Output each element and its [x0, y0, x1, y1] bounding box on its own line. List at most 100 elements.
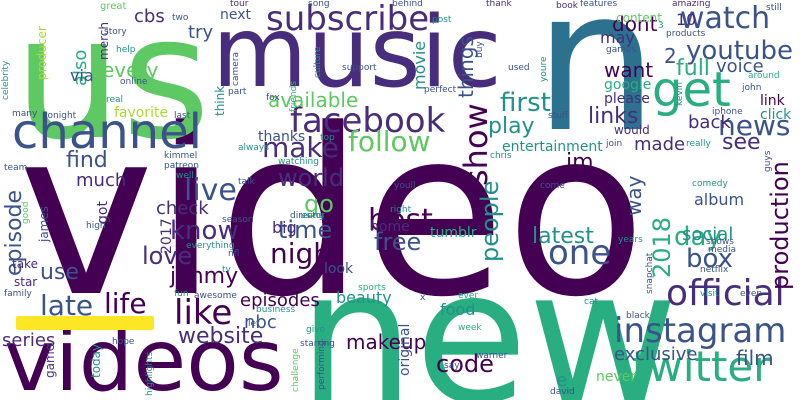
- word-look: look: [324, 261, 354, 277]
- word-perfect: perfect: [424, 85, 457, 95]
- word-know: know: [170, 216, 239, 246]
- word-box: box: [686, 244, 733, 274]
- word-cat: cat: [584, 297, 598, 307]
- word-best: best: [368, 203, 433, 238]
- word-social: social: [682, 224, 734, 245]
- word-code: code: [436, 350, 494, 378]
- word-right: right: [390, 205, 412, 215]
- word-makeup: makeup: [346, 330, 427, 354]
- word-even: even: [740, 289, 763, 299]
- word-via: via: [70, 66, 94, 85]
- word-great: great: [100, 1, 127, 12]
- word-games: games: [606, 45, 637, 55]
- word-director: director: [290, 211, 325, 221]
- word-exclusive: exclusive: [614, 344, 698, 365]
- word-full: full: [676, 56, 710, 81]
- word-starring: starring: [300, 339, 335, 349]
- word-time: time: [278, 216, 333, 244]
- word-well: well: [176, 171, 194, 181]
- word-movie: movie: [410, 40, 429, 90]
- word-every: every: [102, 58, 159, 82]
- word-james: james: [37, 205, 51, 242]
- word-ever: ever: [458, 291, 479, 301]
- word-kimmel: kimmel: [164, 151, 198, 161]
- word-kevin: kevin: [675, 82, 685, 106]
- word-get: get: [652, 62, 731, 118]
- word-around: around: [748, 71, 780, 81]
- word-producer: producer: [35, 26, 49, 80]
- word-much: much: [76, 170, 127, 191]
- word-official: official: [666, 273, 785, 314]
- word-shows: shows: [706, 237, 734, 247]
- word-family: family: [4, 289, 32, 299]
- word-see: see: [722, 130, 761, 155]
- word-never: never: [596, 369, 637, 385]
- word-home: home: [370, 219, 410, 235]
- word-tv: tv: [222, 265, 231, 275]
- word-follow: follow: [348, 125, 431, 158]
- word-celebrity: celebrity: [1, 60, 11, 100]
- word-album: album: [694, 190, 745, 209]
- word-google: google: [604, 77, 652, 93]
- word-us: us: [14, 0, 211, 178]
- word-today: today: [89, 343, 103, 378]
- word-find: find: [66, 148, 108, 173]
- word-still: still: [766, 3, 782, 13]
- word-10: 10: [676, 10, 697, 29]
- word-say: say: [444, 361, 460, 371]
- word-beauty: beauty: [336, 288, 392, 307]
- word-thank: thank: [486, 0, 512, 9]
- word-x: x: [420, 293, 426, 303]
- word-website: website: [178, 324, 264, 349]
- word-online: online: [120, 77, 148, 87]
- word-top: top: [320, 133, 335, 143]
- word-good: good: [21, 201, 31, 224]
- word-please: please: [604, 91, 650, 107]
- word-fun: fun: [174, 289, 189, 299]
- word-song: song: [308, 0, 330, 9]
- word-tumblr: tumblr: [430, 225, 477, 241]
- word-always: always: [238, 143, 269, 153]
- word-iphone: iphone: [712, 107, 743, 117]
- word-visit: visit: [700, 289, 719, 299]
- word-really: really: [686, 139, 711, 149]
- word-entertainment: entertainment: [502, 139, 603, 155]
- word-love: love: [142, 242, 193, 270]
- word-come: come: [540, 181, 565, 191]
- word-series: series: [2, 330, 56, 351]
- word-friends: friends: [289, 80, 299, 112]
- word-snapchat: snapchat: [645, 252, 655, 294]
- word-high: high: [86, 221, 106, 231]
- word-available: available: [268, 88, 359, 112]
- word-night: night: [270, 237, 343, 270]
- word-new: new: [298, 231, 679, 400]
- word-watch: watch: [680, 1, 771, 36]
- word-favorite: favorite: [114, 105, 169, 121]
- word-check: check: [156, 198, 209, 219]
- word-life: life: [104, 287, 147, 320]
- word-help: help: [116, 45, 136, 55]
- word-support: support: [342, 63, 377, 73]
- word-people: people: [476, 180, 504, 262]
- word-facebook: facebook: [290, 101, 446, 141]
- word-would: would: [614, 123, 650, 137]
- word-warner: warner: [476, 351, 508, 361]
- word-many: many: [12, 109, 38, 119]
- word-take: take: [12, 257, 38, 271]
- word-want: want: [604, 58, 654, 82]
- word-next: next: [220, 7, 252, 23]
- word-used: used: [508, 63, 530, 73]
- word-food: food: [440, 300, 476, 319]
- word-give: give: [306, 325, 326, 335]
- word-black: black: [626, 311, 650, 321]
- word-highlights: highlights: [145, 351, 155, 396]
- word-film: film: [736, 346, 774, 370]
- word-live: live: [184, 173, 237, 208]
- word-amazing: amazing: [672, 0, 711, 9]
- word-real: real: [106, 95, 124, 105]
- word-things: things: [454, 36, 478, 98]
- word-performing: performing: [317, 340, 327, 390]
- word-content: content: [616, 11, 662, 25]
- word-comedy: comedy: [692, 179, 728, 189]
- word-first: first: [500, 88, 551, 118]
